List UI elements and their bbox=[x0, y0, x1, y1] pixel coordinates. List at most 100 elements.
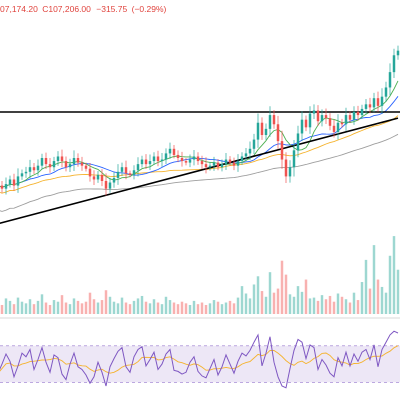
candle bbox=[240, 152, 244, 165]
candle bbox=[12, 173, 16, 191]
candle bbox=[360, 104, 364, 119]
volume-bar bbox=[192, 300, 196, 314]
candle-body bbox=[384, 87, 388, 97]
candle-body bbox=[132, 170, 136, 175]
volume-bar bbox=[232, 303, 236, 314]
volume-bar bbox=[240, 286, 244, 314]
candle-body bbox=[376, 98, 380, 106]
candle bbox=[320, 109, 324, 127]
candle bbox=[128, 170, 132, 178]
candle bbox=[388, 63, 392, 96]
candle-body bbox=[360, 108, 364, 116]
candle-body bbox=[392, 55, 396, 73]
volume-bar bbox=[304, 279, 308, 314]
volume-bar bbox=[280, 260, 284, 314]
candle bbox=[112, 172, 116, 188]
volume-bar bbox=[396, 269, 400, 314]
volume-bar bbox=[104, 290, 108, 314]
volume-bar bbox=[84, 301, 88, 314]
volume-bar bbox=[392, 236, 396, 314]
candle bbox=[288, 160, 292, 183]
candle bbox=[80, 156, 84, 171]
volume-bar bbox=[348, 302, 352, 314]
candle bbox=[212, 156, 216, 171]
candle-body bbox=[176, 154, 180, 158]
candle-body bbox=[300, 119, 304, 134]
candle bbox=[116, 164, 120, 185]
volume-bar bbox=[216, 301, 220, 314]
candle-body bbox=[188, 159, 192, 163]
volume-bar bbox=[108, 296, 112, 314]
volume-bar bbox=[16, 297, 20, 314]
candle bbox=[336, 114, 340, 140]
candle bbox=[36, 159, 40, 176]
candle bbox=[48, 158, 52, 173]
volume-bar bbox=[52, 300, 56, 314]
candle-body bbox=[140, 159, 144, 165]
candle-body bbox=[16, 176, 20, 186]
candle bbox=[332, 119, 336, 138]
volume-bar bbox=[356, 300, 360, 314]
candle-body bbox=[156, 156, 160, 162]
candle-body bbox=[316, 110, 320, 122]
volume-bar bbox=[40, 294, 44, 314]
candle-body bbox=[64, 161, 68, 168]
ohlc-close-value: 107,206.00 bbox=[48, 4, 91, 14]
candle bbox=[76, 153, 80, 167]
candle-body bbox=[204, 164, 208, 168]
candle bbox=[284, 152, 288, 183]
candle-body bbox=[24, 171, 28, 174]
candle-body bbox=[36, 165, 40, 171]
candle-body bbox=[252, 139, 256, 149]
candle bbox=[340, 118, 344, 128]
trendlines bbox=[0, 111, 400, 225]
candle-body bbox=[0, 185, 4, 189]
volume-bar bbox=[116, 303, 120, 314]
candle bbox=[168, 142, 172, 159]
volume-bar bbox=[376, 279, 380, 314]
volume-bar bbox=[312, 297, 316, 314]
candle-body bbox=[56, 156, 60, 162]
ohlc-fragment: 07,174.20 bbox=[0, 4, 38, 14]
candle bbox=[20, 169, 24, 180]
volume-bar bbox=[140, 295, 144, 314]
candle-body bbox=[172, 148, 176, 155]
volume-bar bbox=[132, 300, 136, 314]
candle bbox=[152, 152, 156, 165]
candle-body bbox=[48, 164, 52, 168]
volume-bar bbox=[136, 298, 140, 314]
volume-bar bbox=[360, 282, 364, 314]
volume-bar bbox=[48, 304, 52, 314]
candle-body bbox=[88, 168, 92, 177]
volume-bar bbox=[256, 276, 260, 314]
candle-body bbox=[268, 115, 272, 129]
candle bbox=[72, 150, 76, 172]
volume-bar bbox=[212, 300, 216, 314]
candle bbox=[196, 152, 200, 165]
volume-bar bbox=[332, 301, 336, 314]
candles bbox=[0, 45, 400, 196]
volume-bar bbox=[364, 259, 368, 314]
candle bbox=[348, 111, 352, 123]
candle-body bbox=[40, 158, 44, 166]
candle-body bbox=[276, 124, 280, 142]
volume-bar bbox=[72, 298, 76, 314]
volume-bar bbox=[168, 300, 172, 314]
volume-bar bbox=[200, 302, 204, 314]
candle bbox=[96, 171, 100, 183]
candle-body bbox=[332, 125, 336, 132]
candle-body bbox=[296, 133, 300, 151]
volume-bar bbox=[292, 296, 296, 314]
candle-body bbox=[68, 164, 72, 168]
candle-body bbox=[160, 159, 164, 162]
candle-body bbox=[280, 141, 284, 160]
volume-bar bbox=[276, 288, 280, 314]
volume-bar bbox=[8, 300, 12, 314]
volume-bar bbox=[204, 304, 208, 314]
candle bbox=[296, 125, 300, 158]
candle bbox=[368, 97, 372, 114]
candle-body bbox=[144, 159, 148, 165]
candle bbox=[52, 156, 56, 171]
volume-bar bbox=[296, 286, 300, 314]
